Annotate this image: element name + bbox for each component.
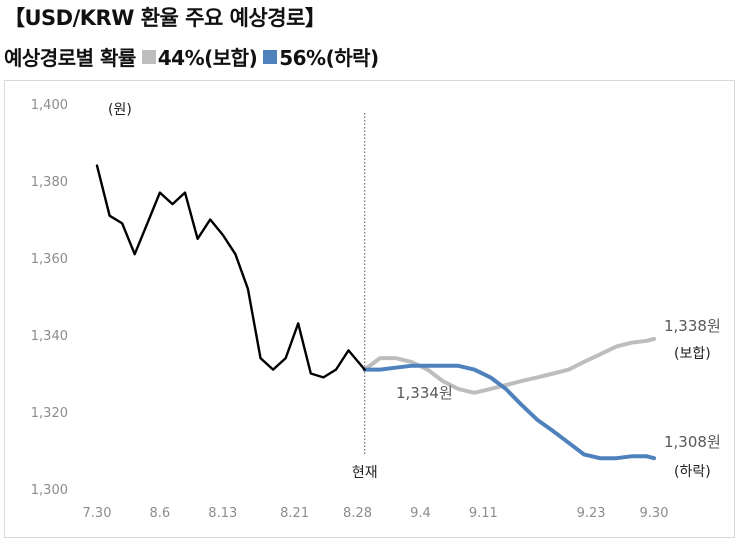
series-line-history	[95, 164, 366, 379]
data-point-flat	[568, 369, 570, 371]
y-tick-label: 1,360	[31, 252, 68, 267]
data-point-history	[310, 373, 312, 374]
series-line-down	[362, 363, 656, 461]
data-point-flat	[646, 340, 648, 342]
legend-label-down: 56%(하락)	[279, 46, 379, 70]
x-tick-label: 9.23	[577, 506, 606, 521]
data-point-down	[646, 455, 648, 457]
data-point-flat	[653, 338, 655, 340]
data-point-flat	[520, 380, 522, 382]
data-point-flat	[505, 384, 507, 386]
data-point-history	[134, 253, 136, 255]
data-point-history	[159, 192, 161, 194]
data-point-flat	[599, 353, 601, 355]
y-tick-label: 1,400	[31, 98, 68, 113]
legend-swatch-flat	[141, 49, 156, 64]
data-point-history	[121, 222, 123, 224]
x-tick-label: 8.21	[280, 506, 309, 521]
data-point-down	[568, 442, 570, 444]
data-point-history	[109, 215, 111, 217]
data-point-history	[222, 234, 224, 236]
data-point-down	[653, 457, 655, 459]
annotation-flat-label: (보합)	[674, 346, 711, 362]
y-tick-label: 1,300	[31, 483, 68, 498]
data-point-history	[247, 288, 249, 290]
legend-swatch-down	[263, 49, 278, 64]
data-point-history	[272, 369, 274, 371]
data-point-down	[599, 457, 601, 459]
y-unit-label: (원)	[108, 102, 132, 118]
data-point-history	[184, 192, 186, 194]
data-point-history	[234, 253, 236, 255]
now-marker-label: 현재	[352, 465, 378, 481]
data-point-history	[260, 357, 261, 359]
data-point-flat	[410, 361, 412, 363]
data-point-history	[364, 369, 366, 371]
data-point-flat	[473, 392, 475, 394]
data-point-flat	[631, 342, 632, 344]
data-point-down	[520, 403, 522, 405]
data-point-history	[209, 219, 211, 220]
data-point-history	[197, 238, 199, 240]
data-point-history	[335, 369, 337, 371]
data-point-history	[322, 376, 324, 378]
data-point-history	[172, 203, 173, 205]
data-point-down	[615, 457, 617, 459]
series-line-flat	[362, 336, 656, 395]
y-tick-label: 1,340	[31, 329, 68, 344]
data-point-flat	[442, 380, 444, 382]
data-point-down	[552, 430, 554, 432]
chart-panel	[4, 80, 735, 538]
data-point-flat	[394, 357, 396, 359]
data-point-down	[473, 369, 475, 371]
data-point-flat	[615, 346, 617, 348]
data-point-history	[96, 165, 98, 167]
x-tick-label: 7.30	[83, 506, 112, 521]
data-point-history	[297, 322, 299, 324]
data-point-down	[394, 367, 396, 369]
x-tick-label: 8.13	[208, 506, 237, 521]
data-point-history	[146, 222, 148, 224]
legend-label-flat: 44%(보합)	[157, 46, 258, 70]
data-point-down	[442, 365, 444, 367]
data-point-flat	[379, 357, 381, 359]
chart-title: 【USD/KRW 환율 주요 예상경로】	[4, 6, 326, 30]
annotation-down-value: 1,308원	[664, 433, 721, 451]
x-tick-label: 8.28	[343, 506, 372, 521]
data-point-flat	[490, 388, 491, 390]
annotation-down-label: (하락)	[674, 464, 711, 480]
legend: 예상경로별 확률 44%(보합) 56%(하락)	[4, 42, 379, 71]
data-point-flat	[427, 369, 429, 371]
x-tick-label: 8.6	[150, 506, 171, 521]
y-tick-label: 1,320	[31, 406, 68, 421]
data-point-down	[490, 376, 491, 378]
data-point-down	[536, 419, 538, 421]
data-point-down	[410, 365, 412, 367]
data-point-down	[505, 388, 507, 390]
data-point-flat	[457, 388, 459, 390]
data-point-down	[379, 369, 381, 371]
annotation-now-value: 1,334원	[396, 384, 453, 402]
x-tick-label: 9.4	[410, 506, 431, 521]
data-point-down	[583, 453, 585, 455]
data-point-flat	[583, 361, 585, 363]
x-tick-label: 9.30	[640, 506, 669, 521]
data-point-down	[427, 365, 429, 367]
y-tick-label: 1,380	[31, 175, 68, 190]
data-point-down	[457, 365, 459, 367]
annotation-flat-value: 1,338원	[664, 317, 721, 335]
data-point-history	[285, 357, 287, 359]
data-point-flat	[536, 376, 538, 378]
legend-prefix: 예상경로별 확률	[4, 46, 136, 70]
data-point-down	[631, 455, 632, 457]
data-point-flat	[552, 373, 554, 374]
x-tick-label: 9.11	[469, 506, 498, 521]
data-point-history	[348, 349, 349, 351]
